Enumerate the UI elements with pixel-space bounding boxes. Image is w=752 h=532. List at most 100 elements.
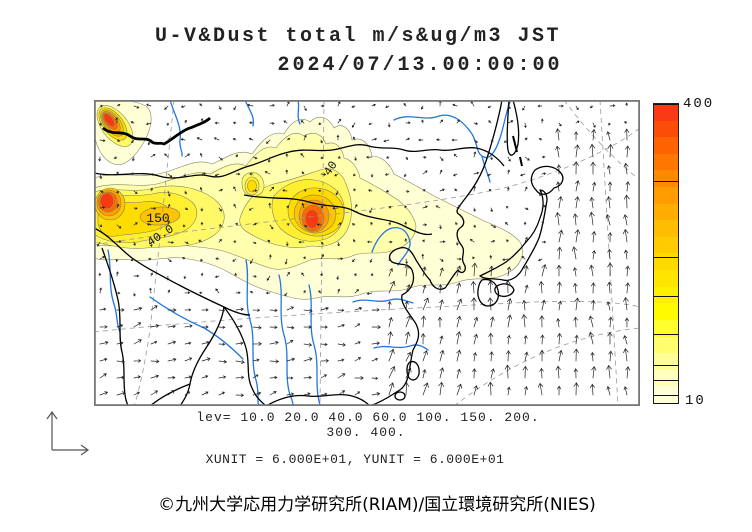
colorbar-level-line [654, 403, 678, 404]
wind-arrow [354, 323, 361, 328]
wind-arrow [624, 249, 629, 260]
wind-arrow [405, 284, 411, 294]
wind-arrow [167, 340, 177, 345]
wind-arrow [608, 181, 613, 192]
wind-arrow [538, 280, 544, 294]
wind-arrow [388, 258, 392, 262]
wind-arrow [99, 139, 106, 142]
wind-arrow [198, 291, 203, 295]
wind-arrow [506, 297, 513, 311]
wind-arrow [285, 169, 289, 175]
wind-arrow [506, 266, 512, 277]
wind-arrow [248, 207, 254, 211]
wind-arrow [184, 291, 191, 295]
wind-arrow [116, 341, 124, 345]
wind-arrow [167, 220, 170, 226]
wind-arrow [116, 139, 121, 142]
chart-datetime: 2024/07/13.00:00:00 [277, 54, 563, 77]
wind-arrow [320, 359, 330, 363]
wind-arrow [521, 255, 526, 260]
wind-arrow [164, 153, 169, 158]
wind-arrow [116, 271, 119, 277]
wind-arrow [592, 181, 597, 192]
wind-arrow [184, 375, 192, 379]
wind-arrow [506, 386, 511, 396]
wind-arrow [235, 222, 238, 226]
wind-arrow [609, 104, 616, 108]
wind-arrow [371, 137, 378, 141]
wind-arrow [184, 153, 191, 158]
wind-arrow [116, 240, 122, 243]
wind-arrow [490, 139, 494, 142]
wind-arrow [282, 189, 288, 192]
wind-arrow [436, 138, 441, 142]
wind-arrow [439, 267, 444, 277]
wind-arrow [150, 390, 159, 396]
wind-arrow [150, 374, 160, 379]
wind-arrow [99, 340, 109, 345]
wind-arrow [574, 334, 579, 345]
river-xi [373, 344, 429, 351]
wind-arrow [439, 240, 446, 244]
wind-arrow [150, 359, 160, 364]
wind-arrow [167, 173, 173, 178]
wind-arrow [354, 156, 357, 161]
colorbar [653, 103, 679, 404]
wind-arrow [556, 318, 561, 328]
wind-arrow [504, 364, 511, 379]
wind-arrow [439, 367, 445, 379]
colorbar-segment [654, 286, 678, 304]
wind-arrow [590, 161, 596, 175]
wind-arrow [490, 368, 495, 379]
wind-arrow [573, 282, 578, 294]
wind-arrow [368, 122, 373, 126]
contour-levels-line1: lev= 10.0 20.0 40.0 60.0 100. 150. 200. [196, 410, 540, 425]
wind-arrow [286, 205, 289, 209]
colorbar-segment [654, 120, 678, 138]
wind-arrow [354, 289, 359, 294]
wind-arrow [573, 267, 577, 277]
wind-arrow [235, 172, 241, 176]
wind-arrow [541, 205, 547, 209]
wind-arrow [248, 137, 254, 141]
wind-arrow [235, 375, 245, 380]
wind-arrow [506, 314, 513, 328]
wind-arrow [473, 185, 476, 192]
wind-arrow [316, 223, 322, 226]
wind-arrow [439, 119, 444, 124]
wind-arrow [387, 122, 391, 128]
wind-arrow [301, 202, 305, 209]
wind-arrow [421, 253, 425, 260]
wind-arrow [98, 272, 102, 277]
wind-arrow [557, 332, 562, 345]
wind-arrow [523, 265, 529, 277]
wind-arrow [522, 299, 527, 311]
wind-arrow [337, 156, 341, 159]
wind-arrow [113, 156, 118, 159]
wind-arrow [201, 391, 209, 396]
wind-arrow [201, 325, 209, 329]
wind-arrow [540, 118, 544, 124]
wind-arrow [574, 196, 580, 209]
colorbar-segment [654, 270, 678, 287]
colorbar-segment [654, 319, 678, 337]
wind-arrow [184, 190, 187, 195]
wind-arrow [116, 359, 126, 364]
wind-arrow [371, 357, 379, 362]
wind-arrow [608, 122, 611, 126]
wind-arrow [388, 316, 393, 328]
wind-arrow [218, 105, 222, 110]
wind-arrow [214, 275, 220, 278]
wind-arrow [337, 288, 341, 294]
wind-arrow [367, 189, 373, 192]
wind-arrow [167, 258, 172, 263]
wind-arrow [422, 297, 430, 311]
wind-arrow [524, 386, 529, 396]
wind-arrow [320, 156, 323, 160]
wind-arrow [490, 316, 495, 328]
wind-arrow [456, 204, 461, 209]
wind-arrow [353, 173, 356, 177]
wind-arrow [487, 297, 494, 311]
wind-arrow [455, 331, 462, 345]
colorbar-segment [654, 253, 678, 271]
